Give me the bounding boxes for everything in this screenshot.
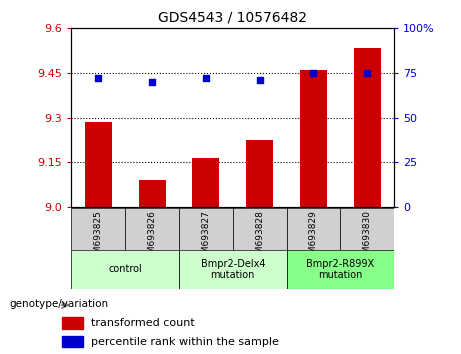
- Bar: [62, 317, 83, 329]
- Bar: [139, 180, 165, 207]
- FancyBboxPatch shape: [340, 208, 394, 250]
- FancyBboxPatch shape: [233, 208, 287, 250]
- FancyBboxPatch shape: [71, 208, 125, 250]
- Bar: [246, 140, 273, 207]
- FancyBboxPatch shape: [125, 208, 179, 250]
- Bar: [62, 336, 83, 347]
- Text: GSM693829: GSM693829: [309, 210, 318, 265]
- Text: GSM693828: GSM693828: [255, 210, 264, 265]
- Bar: [193, 158, 219, 207]
- FancyBboxPatch shape: [179, 208, 233, 250]
- Text: Bmpr2-R899X
mutation: Bmpr2-R899X mutation: [306, 258, 374, 280]
- Bar: [85, 122, 112, 207]
- FancyBboxPatch shape: [287, 208, 340, 250]
- Title: GDS4543 / 10576482: GDS4543 / 10576482: [158, 10, 307, 24]
- Point: [148, 79, 156, 85]
- Point: [256, 77, 263, 83]
- Bar: [354, 48, 381, 207]
- Text: percentile rank within the sample: percentile rank within the sample: [91, 337, 278, 347]
- Point: [310, 70, 317, 76]
- Text: genotype/variation: genotype/variation: [9, 299, 108, 309]
- FancyBboxPatch shape: [287, 250, 394, 289]
- Text: GSM693830: GSM693830: [363, 210, 372, 265]
- Text: Bmpr2-Delx4
mutation: Bmpr2-Delx4 mutation: [201, 258, 265, 280]
- Text: control: control: [108, 264, 142, 274]
- Text: GSM693825: GSM693825: [94, 210, 103, 265]
- Text: transformed count: transformed count: [91, 318, 195, 328]
- FancyBboxPatch shape: [71, 250, 179, 289]
- Text: GSM693826: GSM693826: [148, 210, 157, 265]
- Text: GSM693827: GSM693827: [201, 210, 210, 265]
- FancyBboxPatch shape: [179, 250, 287, 289]
- Point: [95, 75, 102, 81]
- Bar: [300, 70, 327, 207]
- Point: [202, 75, 210, 81]
- Point: [364, 70, 371, 76]
